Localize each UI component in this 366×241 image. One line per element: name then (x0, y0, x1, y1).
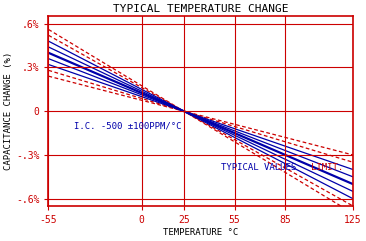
Text: LIMIT.: LIMIT. (311, 162, 343, 172)
Text: I.C. -500 ±100PPM/°C: I.C. -500 ±100PPM/°C (74, 122, 181, 131)
X-axis label: TEMPERATURE °C: TEMPERATURE °C (163, 228, 238, 237)
Title: TYPICAL TEMPERATURE CHANGE: TYPICAL TEMPERATURE CHANGE (113, 4, 288, 14)
Y-axis label: CAPACITANCE CHANGE (%): CAPACITANCE CHANGE (%) (4, 52, 13, 170)
Text: TYPICAL VALUES: TYPICAL VALUES (221, 162, 296, 172)
